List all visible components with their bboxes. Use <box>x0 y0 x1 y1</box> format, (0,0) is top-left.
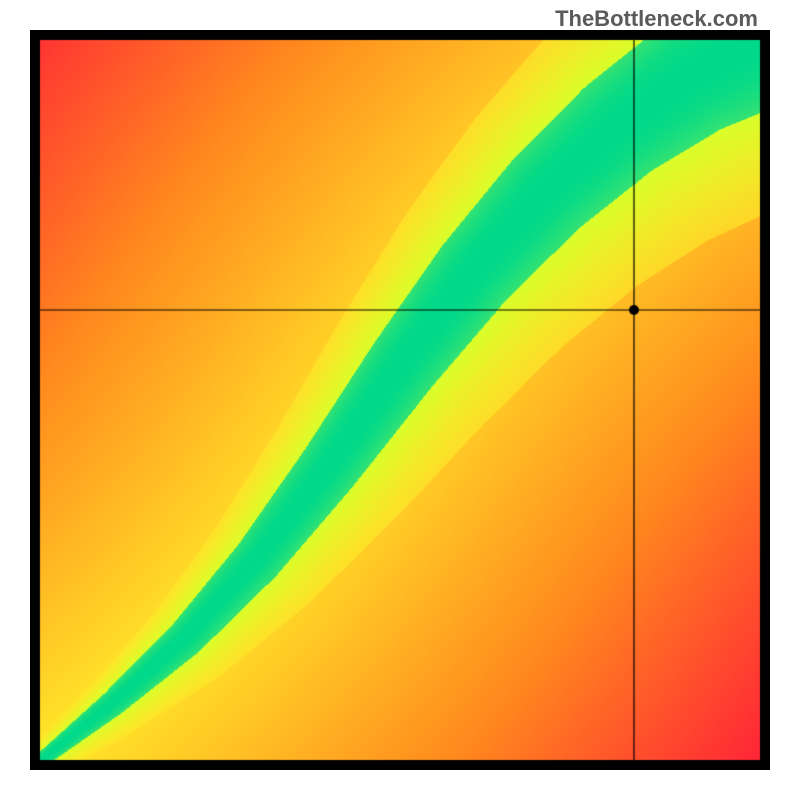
plot-frame <box>30 30 770 770</box>
chart-container: TheBottleneck.com <box>0 0 800 800</box>
overlay-canvas <box>30 30 770 770</box>
watermark-text: TheBottleneck.com <box>555 6 758 32</box>
